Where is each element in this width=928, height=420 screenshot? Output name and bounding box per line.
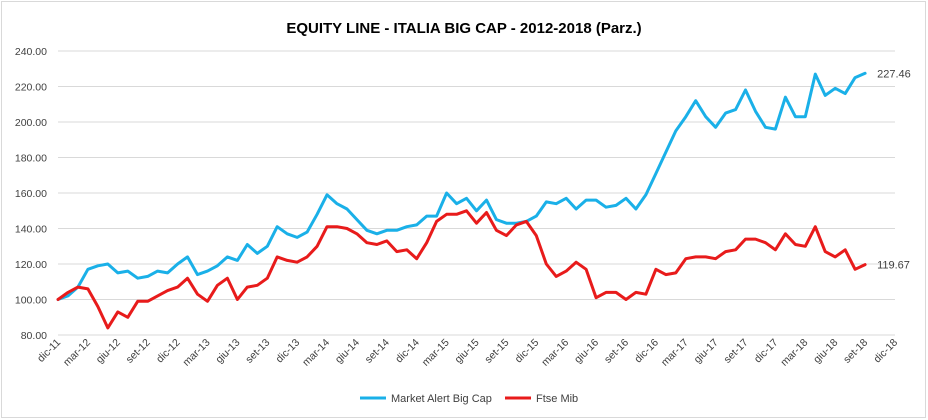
y-tick-label: 120.00 [15,259,47,271]
series-lines: 227.46 119.67 [56,68,911,330]
x-tick-label: dic-15 [513,337,542,366]
x-tick-label: set-18 [841,337,870,366]
x-tick-label: mar-17 [659,337,691,369]
x-tick-label: giu-14 [333,337,362,366]
x-tick-label: set-17 [722,337,751,366]
y-tick-label: 220.00 [15,82,47,94]
x-tick-label: giu-12 [94,337,123,366]
y-tick-label: 180.00 [15,153,47,165]
end-value-label: 227.46 [877,68,911,80]
x-tick-label: set-13 [243,337,272,366]
y-tick-label: 200.00 [15,117,47,129]
chart-title: EQUITY LINE - ITALIA BIG CAP - 2012-2018… [286,20,641,37]
legend: Market Alert Big Cap Ftse Mib [360,393,578,405]
x-tick-label: set-16 [602,337,631,366]
y-tick-label: 140.00 [15,224,47,236]
y-axis-ticks: 80.00 100.00 120.00 140.00 160.00 180.00 200.0… [15,46,47,342]
x-tick-label: set-12 [124,337,153,366]
x-tick-label: dic-16 [632,337,661,366]
y-tick-label: 80.00 [21,330,47,342]
x-tick-label: mar-12 [61,337,93,369]
y-tick-label: 160.00 [15,188,47,200]
x-tick-label: giu-16 [572,337,601,366]
x-tick-label: set-14 [363,337,392,366]
end-value-label: 119.67 [877,260,910,272]
x-tick-label: giu-18 [811,337,840,366]
legend-label: Market Alert Big Cap [391,393,492,405]
y-tick-label: 100.00 [15,295,47,307]
x-tick-label: mar-13 [181,337,213,369]
x-tick-label: giu-15 [452,337,481,366]
x-tick-label: mar-15 [420,337,452,369]
series-line-market-alert-big-cap [56,71,867,301]
x-tick-label: mar-16 [539,337,571,369]
x-tick-label: mar-14 [300,337,332,369]
x-tick-label: dic-12 [154,337,183,366]
legend-label: Ftse Mib [536,393,578,405]
gridlines [58,50,895,336]
y-tick-label: 240.00 [15,46,47,58]
x-tick-label: dic-17 [752,337,781,366]
x-tick-label: mar-18 [778,337,810,369]
x-tick-label: giu-17 [692,337,721,366]
x-tick-label: set-15 [482,337,511,366]
x-tick-label: dic-18 [871,337,900,366]
x-tick-label: dic-13 [274,337,303,366]
series-line-ftse-mib [56,209,867,330]
x-tick-label: dic-14 [393,337,422,366]
x-tick-label: giu-13 [213,337,242,366]
